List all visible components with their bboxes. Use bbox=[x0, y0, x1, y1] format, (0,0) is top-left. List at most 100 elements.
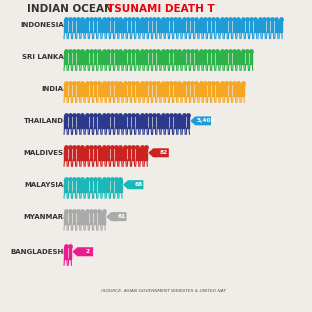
Bar bbox=[77, 212, 80, 224]
Bar bbox=[81, 84, 84, 96]
Polygon shape bbox=[123, 180, 144, 189]
Bar bbox=[250, 52, 252, 64]
Bar bbox=[182, 116, 185, 128]
Text: MYANMAR: MYANMAR bbox=[23, 214, 64, 220]
Bar bbox=[94, 84, 96, 96]
Bar bbox=[102, 84, 105, 96]
Bar bbox=[73, 52, 76, 64]
Bar bbox=[94, 180, 96, 192]
Bar bbox=[212, 20, 214, 32]
Bar bbox=[85, 180, 88, 192]
Bar bbox=[157, 116, 160, 128]
Bar bbox=[106, 148, 109, 160]
Text: MALAYSIA: MALAYSIA bbox=[24, 182, 64, 188]
Bar bbox=[149, 84, 151, 96]
Bar bbox=[90, 52, 92, 64]
Bar bbox=[81, 52, 84, 64]
Bar bbox=[119, 180, 122, 192]
Bar bbox=[136, 52, 139, 64]
Bar bbox=[123, 52, 126, 64]
Text: 82: 82 bbox=[159, 150, 168, 155]
Bar bbox=[111, 148, 113, 160]
Bar bbox=[98, 20, 101, 32]
Bar bbox=[102, 20, 105, 32]
Bar bbox=[241, 84, 244, 96]
Bar bbox=[98, 212, 101, 224]
Bar bbox=[98, 148, 101, 160]
Bar bbox=[111, 20, 113, 32]
Bar bbox=[69, 212, 71, 224]
Text: 61: 61 bbox=[117, 214, 126, 219]
Text: INDIA: INDIA bbox=[41, 86, 64, 92]
Bar bbox=[123, 116, 126, 128]
Bar bbox=[119, 84, 122, 96]
Bar bbox=[119, 148, 122, 160]
Bar bbox=[199, 52, 202, 64]
Text: THAILAND: THAILAND bbox=[24, 118, 64, 124]
Bar bbox=[119, 52, 122, 64]
Bar bbox=[216, 84, 219, 96]
Bar bbox=[212, 52, 214, 64]
Bar bbox=[128, 116, 130, 128]
Bar bbox=[161, 116, 164, 128]
Bar bbox=[128, 52, 130, 64]
Bar bbox=[220, 84, 223, 96]
Bar bbox=[69, 84, 71, 96]
Bar bbox=[64, 212, 67, 224]
Bar bbox=[128, 148, 130, 160]
Bar bbox=[90, 148, 92, 160]
Bar bbox=[241, 52, 244, 64]
Bar bbox=[102, 212, 105, 224]
Bar bbox=[81, 148, 84, 160]
Bar bbox=[178, 20, 181, 32]
Bar bbox=[170, 84, 172, 96]
Bar bbox=[225, 52, 227, 64]
Bar bbox=[203, 20, 206, 32]
Bar bbox=[64, 52, 67, 64]
Bar bbox=[153, 20, 155, 32]
Text: SRI LANKA: SRI LANKA bbox=[22, 54, 64, 60]
Bar bbox=[220, 52, 223, 64]
Bar bbox=[178, 52, 181, 64]
Polygon shape bbox=[148, 148, 169, 158]
Bar bbox=[123, 84, 126, 96]
Bar bbox=[140, 148, 143, 160]
Bar bbox=[73, 212, 76, 224]
Bar bbox=[229, 20, 231, 32]
Bar bbox=[237, 20, 240, 32]
Bar bbox=[102, 148, 105, 160]
Bar bbox=[90, 20, 92, 32]
Bar bbox=[123, 20, 126, 32]
Bar bbox=[85, 212, 88, 224]
Bar bbox=[233, 52, 236, 64]
Bar bbox=[174, 84, 177, 96]
Bar bbox=[144, 84, 147, 96]
Bar bbox=[216, 20, 219, 32]
Bar bbox=[115, 148, 118, 160]
Bar bbox=[144, 20, 147, 32]
Bar bbox=[77, 148, 80, 160]
Bar bbox=[195, 52, 197, 64]
Bar bbox=[149, 52, 151, 64]
Bar bbox=[157, 20, 160, 32]
Bar bbox=[73, 20, 76, 32]
Bar bbox=[81, 20, 84, 32]
Bar bbox=[241, 20, 244, 32]
Bar bbox=[165, 20, 168, 32]
Bar bbox=[136, 84, 139, 96]
Bar bbox=[233, 20, 236, 32]
Bar bbox=[85, 20, 88, 32]
Bar bbox=[178, 84, 181, 96]
Text: (SOURCE: ASIAN GOVERNMENT WEBSITES & UNITED NAT: (SOURCE: ASIAN GOVERNMENT WEBSITES & UNI… bbox=[101, 289, 226, 293]
Bar bbox=[115, 52, 118, 64]
Bar bbox=[73, 84, 76, 96]
Bar bbox=[203, 84, 206, 96]
Bar bbox=[132, 20, 134, 32]
Bar bbox=[115, 84, 118, 96]
Bar bbox=[187, 52, 189, 64]
Bar bbox=[94, 212, 96, 224]
Bar bbox=[216, 52, 219, 64]
Bar bbox=[64, 84, 67, 96]
Bar bbox=[132, 148, 134, 160]
Bar bbox=[271, 20, 274, 32]
